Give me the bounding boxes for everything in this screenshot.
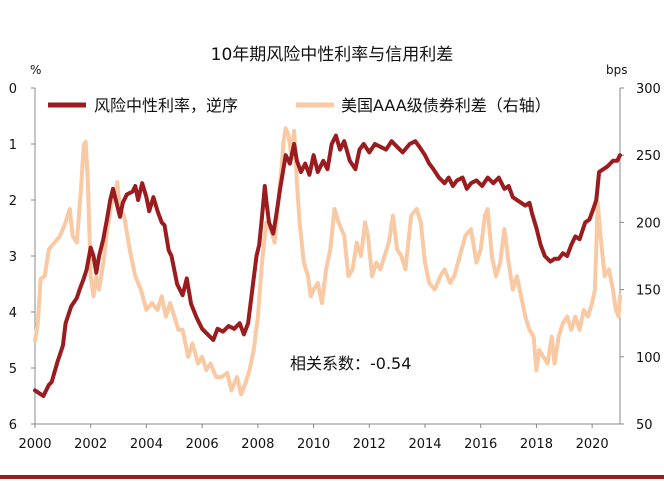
x-tick-label: 2008 <box>241 437 274 452</box>
x-ticks: 2000 2002 2004 2006 2008 2010 2012 2014 2016 2018… <box>18 424 609 452</box>
x-tick-label: 2016 <box>464 437 497 452</box>
y-left-tick-label: 5 <box>9 362 17 377</box>
x-tick-label: 2020 <box>576 437 609 452</box>
y-right-tick-label: 200 <box>636 216 661 231</box>
x-tick-label: 2014 <box>408 437 441 452</box>
legend-label-primary: 风险中性利率，逆序 <box>94 96 238 115</box>
y-right-tick-label: 250 <box>636 149 661 164</box>
bottom-rule <box>0 475 664 479</box>
chart-title: 10年期风险中性利率与信用利差 <box>211 45 454 65</box>
y-left-unit-label: % <box>30 63 41 77</box>
y-right-unit-label: bps <box>606 63 628 77</box>
legend: 风险中性利率，逆序 美国AAA级债券利差（右轴） <box>48 96 551 115</box>
x-tick-label: 2002 <box>74 437 107 452</box>
x-tick-label: 2006 <box>186 437 219 452</box>
legend-label-secondary: 美国AAA级债券利差（右轴） <box>341 96 551 115</box>
x-tick-label: 2018 <box>520 437 553 452</box>
y-left-tick-label: 2 <box>9 194 17 209</box>
x-tick-label: 2010 <box>297 437 330 452</box>
series-layer <box>33 126 622 398</box>
y-right-tick-label: 50 <box>636 418 653 433</box>
x-tick-label: 2012 <box>353 437 386 452</box>
x-tick-label: 2000 <box>18 437 51 452</box>
y-left-tick-label: 6 <box>9 418 17 433</box>
y-right-tick-label: 300 <box>636 82 661 97</box>
y-left-tick-label: 0 <box>9 82 17 97</box>
y-right-ticks: 50 100 150 200 250 300 <box>620 82 661 433</box>
x-tick-label: 2004 <box>130 437 163 452</box>
y-right-tick-label: 100 <box>636 351 661 366</box>
correlation-annotation: 相关系数：-0.54 <box>290 354 411 373</box>
series-line-risk-neutral-rate <box>33 133 622 398</box>
y-left-ticks: 0 1 2 3 4 5 6 <box>9 82 35 433</box>
y-left-tick-label: 3 <box>9 250 17 265</box>
y-right-tick-label: 150 <box>636 284 661 299</box>
y-left-tick-label: 4 <box>9 306 17 321</box>
y-left-tick-label: 1 <box>9 138 17 153</box>
